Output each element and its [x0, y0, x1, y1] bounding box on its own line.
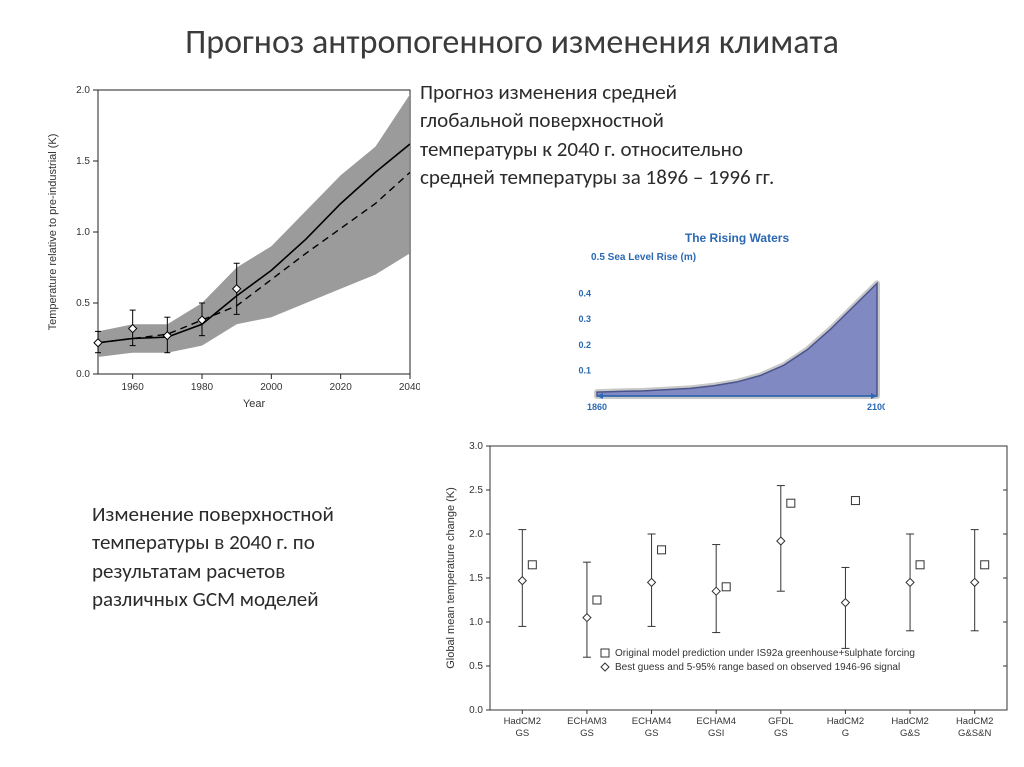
svg-text:1860: 1860	[587, 402, 607, 412]
svg-text:G&S: G&S	[900, 728, 920, 739]
svg-text:3.0: 3.0	[469, 441, 483, 452]
svg-text:1.0: 1.0	[469, 617, 483, 628]
svg-text:GS: GS	[515, 728, 529, 739]
svg-text:0.2: 0.2	[578, 340, 591, 350]
svg-text:1.5: 1.5	[76, 156, 90, 167]
gcm-models-chart: 0.0 0.5 1.0 1.5 2.0 2.5 3.0 Global mean tempera…	[440, 440, 1015, 750]
svg-text:1.5: 1.5	[469, 573, 483, 584]
svg-text:0.0: 0.0	[76, 369, 90, 380]
svg-text:0.3: 0.3	[578, 314, 591, 324]
svg-text:0.1: 0.1	[578, 365, 591, 375]
svg-text:2020: 2020	[330, 382, 353, 393]
svg-text:2.0: 2.0	[76, 85, 90, 96]
temperature-forecast-chart: 0.0 0.5 1.0 1.5 2.0 1960 1980 2000 2020 2040 Year T…	[40, 82, 420, 412]
svg-text:1.0: 1.0	[76, 227, 90, 238]
svg-text:The Rising Waters: The Rising Waters	[685, 231, 790, 245]
svg-text:Best guess and 5-95% range bas: Best guess and 5-95% range based on obse…	[615, 662, 900, 673]
svg-text:GS: GS	[580, 728, 594, 739]
svg-text:HadCM2: HadCM2	[956, 716, 994, 727]
description-top: Прогноз изменения средней глобальной пов…	[420, 78, 780, 191]
svg-text:2.5: 2.5	[469, 485, 483, 496]
svg-text:HadCM2: HadCM2	[504, 716, 542, 727]
svg-text:ECHAM3: ECHAM3	[567, 716, 607, 727]
svg-text:HadCM2: HadCM2	[827, 716, 865, 727]
svg-text:GS: GS	[645, 728, 659, 739]
svg-text:Global mean temperature change: Global mean temperature change (K)	[445, 487, 457, 669]
page-title: Прогноз антропогенного изменения климата	[0, 22, 1024, 63]
svg-text:ECHAM4: ECHAM4	[696, 716, 736, 727]
svg-text:0.0: 0.0	[469, 705, 483, 716]
svg-text:0.5 Sea Level Rise (m): 0.5 Sea Level Rise (m)	[591, 252, 696, 263]
svg-text:2.0: 2.0	[469, 529, 483, 540]
svg-text:2000: 2000	[260, 382, 283, 393]
description-bottom: Изменение поверхностной температуры в 20…	[92, 500, 382, 613]
svg-text:0.4: 0.4	[578, 289, 591, 299]
svg-text:GS: GS	[774, 728, 788, 739]
svg-text:0.5: 0.5	[469, 661, 483, 672]
svg-text:GSI: GSI	[708, 728, 724, 739]
svg-text:G&S&N: G&S&N	[958, 728, 991, 739]
svg-text:0.5: 0.5	[76, 298, 90, 309]
svg-text:Year: Year	[243, 398, 266, 410]
svg-text:ECHAM4: ECHAM4	[632, 716, 672, 727]
svg-text:2100: 2100	[867, 402, 885, 412]
svg-text:Temperature relative to pre-in: Temperature relative to pre-industrial (…	[47, 134, 59, 331]
svg-text:1960: 1960	[122, 382, 145, 393]
sea-level-chart: The Rising Waters 0.5 Sea Level Rise (m) 0…	[555, 228, 885, 418]
svg-text:Original model prediction unde: Original model prediction under IS92a gr…	[615, 648, 915, 659]
svg-text:GFDL: GFDL	[768, 716, 793, 727]
svg-text:HadCM2: HadCM2	[891, 716, 929, 727]
svg-text:G: G	[842, 728, 849, 739]
svg-text:2040: 2040	[399, 382, 420, 393]
svg-text:1980: 1980	[191, 382, 214, 393]
